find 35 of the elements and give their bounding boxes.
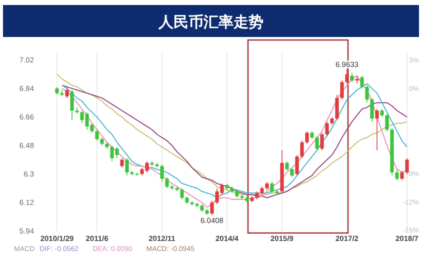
candlestick — [385, 113, 389, 132]
candlestick — [400, 170, 404, 181]
candlestick — [320, 132, 324, 151]
candlestick — [375, 108, 379, 151]
candlestick — [300, 140, 304, 159]
candlestick — [290, 167, 294, 178]
candlestick — [240, 194, 244, 200]
chart-title: 人民币汇率走势 — [158, 13, 264, 31]
candlestick — [370, 98, 374, 122]
candlestick — [350, 72, 354, 82]
candlestick — [270, 181, 274, 194]
candlestick — [95, 129, 99, 142]
candlestick — [160, 164, 164, 182]
candlestick — [365, 84, 369, 104]
candlestick — [360, 75, 364, 89]
candlestick — [170, 184, 174, 190]
candlestick — [305, 130, 309, 144]
candlestick — [180, 188, 184, 200]
candlestick — [340, 80, 344, 100]
candlestick — [355, 75, 359, 84]
candlestick — [120, 158, 124, 168]
candlestick — [325, 121, 329, 136]
candlestick — [295, 154, 299, 176]
candlestick — [335, 94, 339, 121]
candlestick — [60, 90, 64, 97]
candlestick — [395, 168, 399, 181]
candlestick — [210, 200, 214, 216]
candlestick — [345, 68, 349, 84]
candlestick — [65, 88, 69, 98]
candlestick — [315, 136, 319, 151]
candlestick — [75, 107, 79, 114]
candlestick — [125, 158, 129, 176]
candlestick — [285, 160, 289, 172]
candlestick — [165, 176, 169, 189]
candlestick — [70, 90, 74, 121]
